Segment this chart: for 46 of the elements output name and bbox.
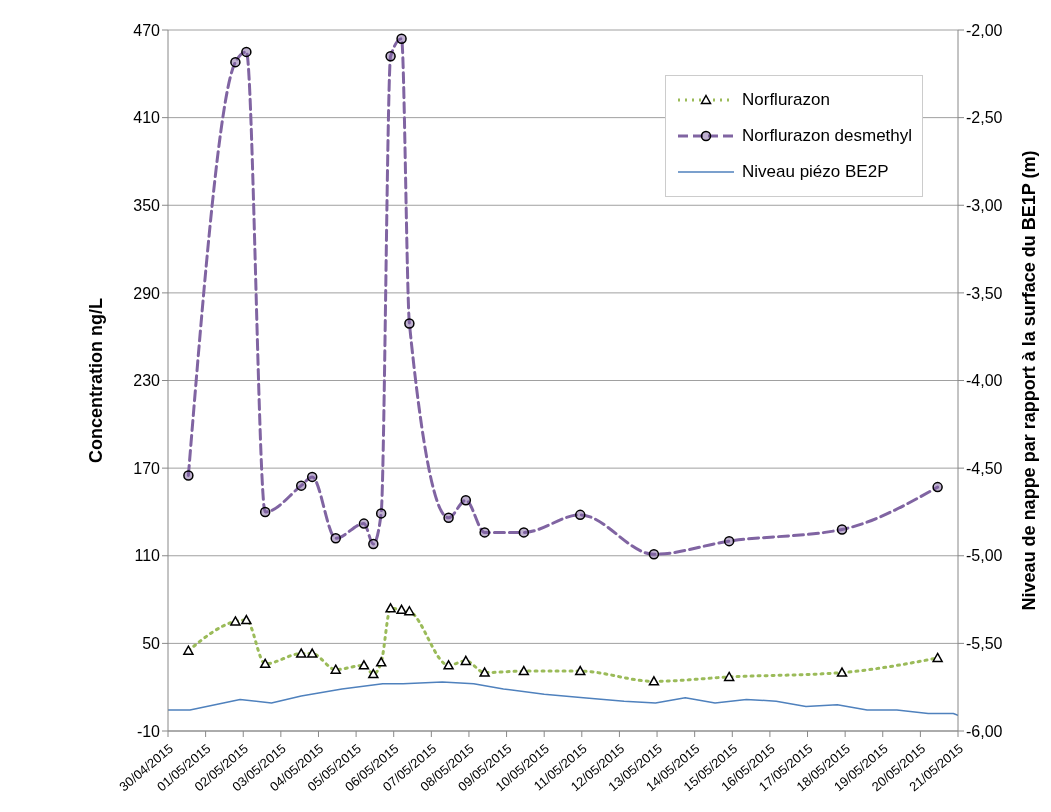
point: [396, 33, 407, 45]
point: [230, 56, 241, 68]
y-tick-label: 170: [133, 459, 161, 477]
y2-tick-label: -4,00: [966, 372, 1003, 390]
y2-tick-label: -6,00: [966, 722, 1003, 740]
point: [295, 480, 307, 491]
y-tick-label: 470: [133, 21, 161, 39]
y-axis-title: Concentration ng/L: [86, 298, 107, 463]
legend-label: Norflurazon: [742, 90, 830, 110]
line-series: [168, 681, 958, 716]
point: [574, 509, 586, 521]
y2-tick-label: -5,50: [966, 635, 1003, 653]
point: [385, 51, 396, 62]
point: [443, 512, 454, 524]
point: [479, 527, 490, 538]
y2-tick-label: -2,50: [966, 109, 1003, 127]
point: [932, 481, 943, 493]
legend-label: Norflurazon desmethyl: [742, 126, 913, 146]
point: [183, 470, 194, 481]
point: [836, 524, 848, 535]
y-tick-label: -10: [136, 722, 161, 740]
y-tick-label: 50: [142, 635, 161, 653]
point: [368, 538, 379, 550]
y2-tick-label: -3,50: [966, 284, 1003, 302]
legend-label: Niveau piézo BE2P: [742, 162, 889, 182]
y2-tick-label: -4,50: [966, 459, 1003, 477]
y2-tick-label: -5,00: [966, 547, 1003, 565]
point: [723, 535, 735, 547]
point: [375, 508, 387, 519]
point: [330, 532, 341, 544]
y-tick-label: 350: [133, 196, 161, 214]
point: [259, 506, 271, 518]
point: [241, 46, 252, 58]
y-tick-label: 410: [133, 109, 161, 127]
point: [306, 471, 318, 483]
point: [518, 527, 530, 538]
point: [648, 549, 660, 560]
point: [404, 318, 415, 329]
point: [460, 495, 472, 506]
y-tick-label: 230: [133, 372, 161, 390]
y2-tick-label: -3,00: [966, 196, 1003, 214]
y-tick-label: 110: [134, 547, 161, 565]
point: [358, 518, 370, 529]
y2-axis-title: Niveau de nappe par rapport à la surface du BE1P (m): [1019, 150, 1040, 611]
y2-tick-label: -2,00: [966, 21, 1003, 39]
y-tick-label: 290: [133, 284, 161, 302]
